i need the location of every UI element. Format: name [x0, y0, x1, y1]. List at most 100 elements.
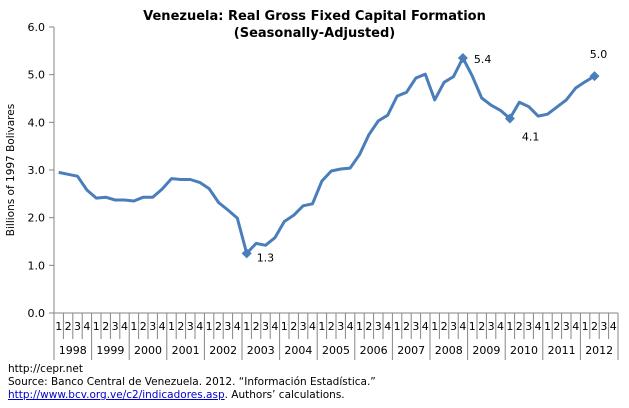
- data-label: 5.4: [474, 53, 492, 66]
- x-year-label: 2012: [585, 344, 613, 357]
- x-year-label: 2009: [472, 344, 500, 357]
- x-quarter-label: 4: [309, 320, 316, 333]
- chart-title: Venezuela: Real Gross Fixed Capital Form…: [0, 8, 629, 42]
- x-quarter-label: 1: [206, 320, 213, 333]
- x-year-label: 2007: [397, 344, 425, 357]
- series-line: [58, 56, 596, 255]
- x-quarter-label: 3: [563, 320, 570, 333]
- x-quarter-label: 1: [506, 320, 513, 333]
- y-axis-label: Billions of 1997 Bolivares: [5, 104, 17, 236]
- x-quarter-label: 1: [431, 320, 438, 333]
- x-year-label: 2005: [322, 344, 350, 357]
- annotation-marker: [504, 113, 515, 124]
- y-tick-label: 3.0: [28, 164, 46, 177]
- x-year-label: 2004: [284, 344, 312, 357]
- source-citation: Source: Banco Central de Venezuela. 2012…: [8, 376, 376, 388]
- annotation-marker: [241, 248, 252, 259]
- x-quarter-label: 3: [187, 320, 194, 333]
- x-quarter-label: 2: [553, 320, 560, 333]
- x-quarter-label: 3: [300, 320, 307, 333]
- x-quarter-label: 1: [318, 320, 325, 333]
- x-quarter-label: 1: [130, 320, 137, 333]
- chart-title-main: Venezuela: Real Gross Fixed Capital Form…: [143, 9, 486, 24]
- x-quarter-label: 3: [600, 320, 607, 333]
- x-quarter-label: 1: [243, 320, 250, 333]
- x-quarter-label: 1: [394, 320, 401, 333]
- x-quarter-label: 4: [121, 320, 128, 333]
- x-quarter-label: 4: [159, 320, 166, 333]
- x-quarter-label: 4: [572, 320, 579, 333]
- x-quarter-label: 2: [253, 320, 260, 333]
- x-quarter-label: 3: [337, 320, 344, 333]
- x-quarter-label: 1: [281, 320, 288, 333]
- y-tick-label: 6.0: [28, 21, 46, 34]
- data-label: 1.3: [257, 251, 275, 264]
- x-quarter-label: 2: [328, 320, 335, 333]
- x-year-label: 2001: [172, 344, 200, 357]
- x-quarter-label: 2: [65, 320, 72, 333]
- x-quarter-label: 3: [525, 320, 532, 333]
- x-quarter-label: 4: [610, 320, 617, 333]
- x-quarter-label: 2: [290, 320, 297, 333]
- line-chart: 0.0 1.0 2.0 3.0 4.0 5.0 6.0 Billions of 1997 Bo…: [5, 21, 619, 360]
- x-year-label: 1998: [59, 344, 87, 357]
- x-quarter-label: 2: [403, 320, 410, 333]
- x-quarter-label: 3: [450, 320, 457, 333]
- source-line3-suffix: . Authors’ calculations.: [224, 389, 345, 401]
- x-quarter-label: 4: [384, 320, 391, 333]
- x-quarter-label: 4: [83, 320, 90, 333]
- x-quarter-label: 3: [412, 320, 419, 333]
- y-tick-label: 1.0: [28, 259, 46, 272]
- annotation-marker: [589, 71, 600, 82]
- annotation-marker: [457, 52, 468, 63]
- axes: 0.0 1.0 2.0 3.0 4.0 5.0 6.0 Billions of 1997 Bo…: [5, 21, 619, 360]
- x-quarter-label: 3: [149, 320, 156, 333]
- x-quarter-label: 1: [469, 320, 476, 333]
- x-quarter-label: 2: [177, 320, 184, 333]
- x-quarter-label: 3: [112, 320, 119, 333]
- y-tick-label: 2.0: [28, 212, 46, 225]
- x-quarter-label: 4: [271, 320, 278, 333]
- cepr-url: http://cepr.net: [8, 363, 83, 375]
- x-quarter-label: 1: [168, 320, 175, 333]
- x-quarter-label: 2: [591, 320, 598, 333]
- x-quarter-label: 2: [365, 320, 372, 333]
- x-quarter-label: 1: [544, 320, 551, 333]
- x-quarter-label: 3: [375, 320, 382, 333]
- x-year-label: 2011: [548, 344, 576, 357]
- x-quarter-label: 1: [582, 320, 589, 333]
- data-label: 5.0: [590, 48, 608, 61]
- x-quarter-label: 3: [262, 320, 269, 333]
- x-quarter-label: 3: [488, 320, 495, 333]
- x-year-label: 2002: [209, 344, 237, 357]
- x-quarter-label: 4: [196, 320, 203, 333]
- x-quarter-label: 2: [516, 320, 523, 333]
- x-quarter-label: 2: [102, 320, 109, 333]
- source-notes: http://cepr.net Source: Banco Central de…: [8, 363, 376, 402]
- x-quarter-label: 2: [215, 320, 222, 333]
- x-year-label: 2000: [134, 344, 162, 357]
- x-quarter-label: 4: [459, 320, 466, 333]
- y-tick-label: 0.0: [28, 307, 46, 320]
- x-quarter-label: 1: [93, 320, 100, 333]
- source-link[interactable]: http://www.bcv.org.ve/c2/indicadores.asp: [8, 389, 225, 401]
- y-tick-label: 4.0: [28, 116, 46, 129]
- x-year-label: 1999: [96, 344, 124, 357]
- x-quarter-label: 4: [234, 320, 241, 333]
- x-quarter-label: 4: [535, 320, 542, 333]
- x-quarter-label: 4: [422, 320, 429, 333]
- x-quarter-label: 4: [347, 320, 354, 333]
- y-tick-label: 5.0: [28, 69, 46, 82]
- data-marks: 1.3 5.4 4.1 5.0: [58, 48, 608, 264]
- x-year-label: 2008: [435, 344, 463, 357]
- x-year-label: 2003: [247, 344, 275, 357]
- x-quarter-label: 1: [356, 320, 363, 333]
- x-year-label: 2006: [360, 344, 388, 357]
- x-quarter-label: 2: [441, 320, 448, 333]
- x-quarter-label: 2: [478, 320, 485, 333]
- data-label: 4.1: [522, 131, 540, 144]
- x-quarter-label: 1: [55, 320, 62, 333]
- x-quarter-label: 3: [74, 320, 81, 333]
- x-quarter-label: 3: [224, 320, 231, 333]
- x-quarter-label: 4: [497, 320, 504, 333]
